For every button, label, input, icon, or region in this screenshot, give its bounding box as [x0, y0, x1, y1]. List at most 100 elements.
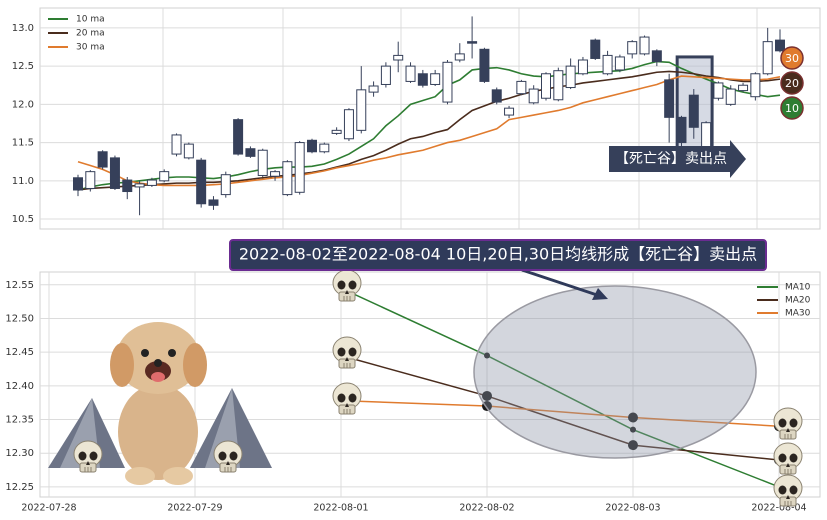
candle-body	[750, 73, 761, 98]
candle-body	[590, 39, 601, 59]
candle-body	[380, 65, 391, 85]
candle-body	[393, 54, 404, 61]
candle-body	[356, 89, 367, 131]
ma-line	[77, 70, 781, 191]
ma-line	[77, 60, 781, 191]
candle-body	[528, 88, 539, 104]
candle-body	[159, 171, 170, 182]
candle-body	[208, 199, 219, 206]
candle-body	[109, 157, 120, 189]
legend-label: 20 ma	[76, 29, 105, 39]
point-marker	[630, 426, 636, 433]
point-marker	[628, 412, 638, 423]
candle-body	[676, 116, 687, 144]
candle-body	[688, 94, 699, 128]
candlestick-chart: 10.5 11.0 11.5 12.0 12.5 13.0 10 ma 20 ma 30 ma 3…	[12, 15, 820, 225]
y-tick-label: 12.55	[5, 280, 34, 291]
candle-body	[442, 61, 453, 103]
point-marker	[482, 390, 492, 401]
candle-body	[775, 39, 785, 52]
candle-body	[146, 179, 157, 186]
candle-body	[417, 73, 428, 86]
end-badge-label: 30	[785, 52, 799, 65]
y-tick-label: 11.0	[12, 176, 34, 187]
candle-body	[122, 179, 133, 193]
candle-body	[454, 53, 465, 61]
end-badge	[780, 71, 804, 95]
y-tick-label: 11.5	[12, 138, 34, 149]
candle-body	[577, 59, 588, 75]
point-marker	[484, 352, 490, 359]
ma-line	[340, 354, 780, 461]
y-tick-label: 12.0	[12, 99, 34, 110]
ma-line	[77, 75, 781, 187]
candle-body	[73, 177, 83, 191]
candle-body	[725, 88, 736, 105]
x-tick-label: 2022-08-03	[605, 503, 660, 514]
annotation-arrow	[609, 140, 746, 178]
y-tick-label: 12.5	[12, 61, 34, 72]
candle-body	[257, 149, 268, 176]
candle-body	[614, 56, 625, 71]
candle-body	[516, 80, 527, 95]
candle-body	[294, 142, 305, 193]
candle-body	[405, 65, 416, 82]
x-tick-label: 2022-08-01	[313, 503, 368, 514]
y-tick-label: 12.45	[5, 347, 34, 358]
end-badge	[780, 46, 804, 70]
decoration	[48, 239, 803, 507]
ma-line	[340, 287, 780, 488]
candle-body	[97, 151, 108, 168]
candle-body	[541, 73, 551, 99]
end-badge-label: 10	[785, 102, 799, 115]
candle-body	[171, 134, 182, 155]
candle-body	[602, 54, 613, 75]
candle-body	[368, 85, 379, 93]
candle-body	[738, 84, 749, 92]
candle-body	[430, 73, 441, 85]
y-tick-label: 12.25	[5, 482, 34, 493]
candle-body	[343, 109, 354, 140]
legend-label: MA20	[785, 296, 811, 306]
bottom-annotation: 2022-08-02至2022-08-04 10日,20日,30日均线形成【死亡…	[239, 245, 757, 264]
candle-body	[307, 139, 317, 153]
legend-label: MA30	[785, 309, 811, 319]
candle-body	[85, 171, 96, 189]
candle-body	[553, 70, 564, 101]
end-badge	[780, 96, 804, 120]
candle-body	[331, 129, 342, 134]
y-tick-label: 12.50	[5, 313, 34, 324]
candle-body	[220, 174, 231, 196]
candle-body	[713, 82, 724, 99]
point-marker	[628, 440, 638, 451]
ma-line	[340, 399, 780, 428]
legend-label: MA10	[785, 283, 811, 293]
candle-body	[479, 48, 490, 82]
y-tick-label: 12.35	[5, 415, 34, 426]
legend-label: 10 ma	[76, 15, 105, 25]
x-tick-label: 2022-08-02	[459, 503, 514, 514]
y-tick-label: 12.40	[5, 381, 34, 392]
candle-body	[183, 143, 194, 159]
candle-body	[627, 41, 638, 55]
candle-body	[282, 161, 293, 196]
candle-body	[134, 183, 145, 188]
candle-body	[233, 119, 244, 155]
x-tick-label: 2022-07-28	[21, 503, 76, 514]
candle-body	[639, 36, 650, 55]
y-tick-label: 10.5	[12, 214, 34, 225]
y-tick-label: 13.0	[12, 23, 34, 34]
candle-body	[319, 143, 330, 153]
candle-body	[565, 65, 576, 89]
candle-body	[664, 79, 675, 118]
legend-label: 30 ma	[76, 43, 105, 53]
candle-body	[467, 41, 478, 44]
end-badge-label: 20	[785, 77, 799, 90]
candle-body	[196, 159, 207, 205]
top-annotation: 【死亡谷】卖出点	[615, 151, 727, 167]
candle-body	[762, 41, 773, 75]
candle-body	[651, 50, 662, 63]
candle-body	[491, 89, 502, 103]
